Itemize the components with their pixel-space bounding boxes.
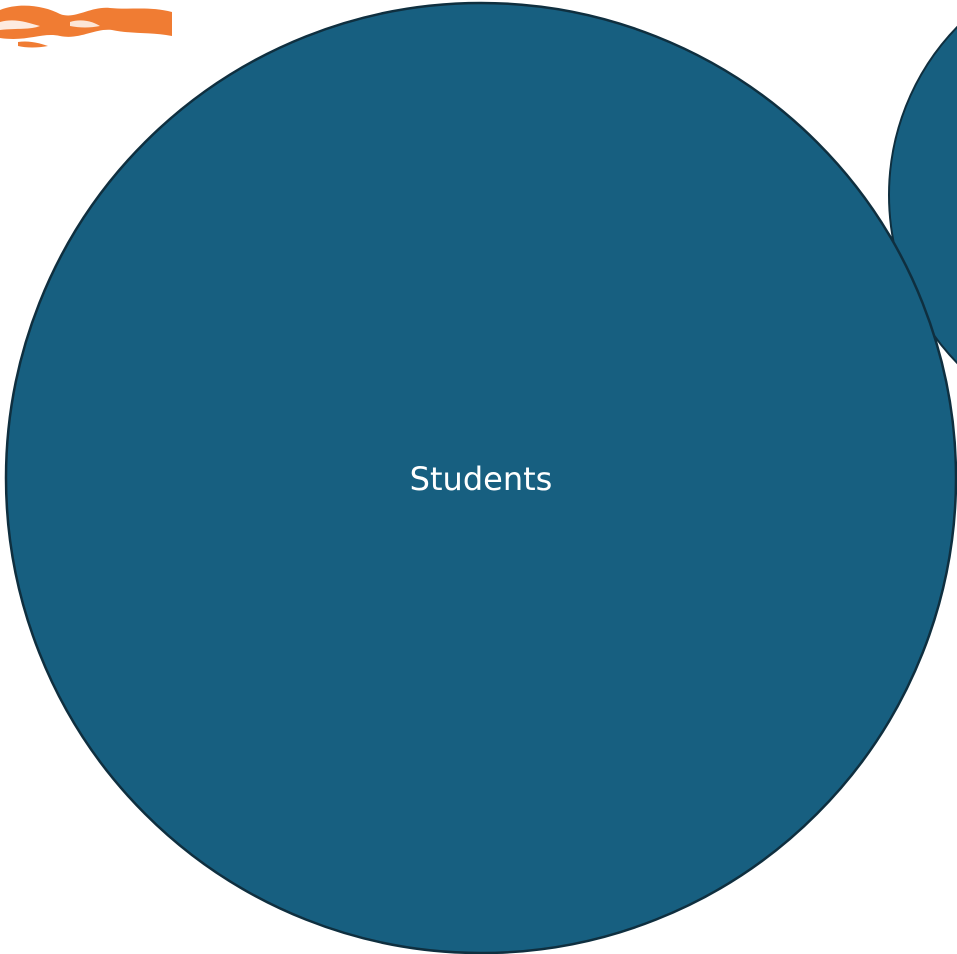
students-circle[interactable]	[4, 1, 957, 954]
students-label: Students	[410, 460, 553, 498]
orange-brush-stroke-icon	[0, 5, 172, 48]
